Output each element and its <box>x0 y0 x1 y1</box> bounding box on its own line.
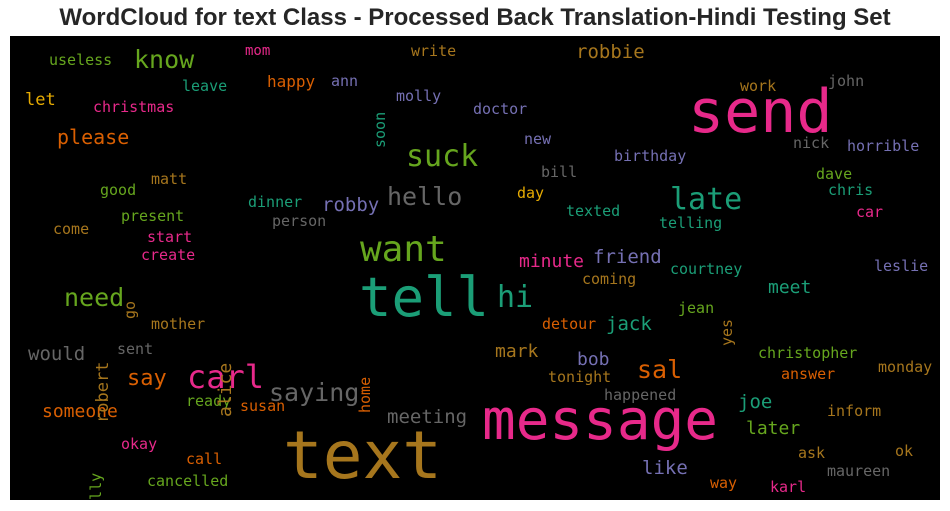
word-meet: meet <box>768 277 812 298</box>
word-answer: answer <box>781 365 836 383</box>
word-later: later <box>746 418 801 439</box>
word-useless: useless <box>49 51 113 69</box>
word-mother: mother <box>151 315 206 333</box>
word-like: like <box>642 457 688 479</box>
word-mark: mark <box>495 341 539 362</box>
wordcloud-canvas: send message text tell want late suck hello hi ca… <box>10 36 940 500</box>
word-say: say <box>127 366 167 391</box>
word-suck: suck <box>406 139 479 174</box>
word-write: write <box>411 42 457 60</box>
word-okay: okay <box>121 435 158 453</box>
word-happened: happened <box>604 386 677 404</box>
word-hello: hello <box>387 182 463 211</box>
word-texted: texted <box>566 202 621 220</box>
word-ready: ready <box>186 392 232 410</box>
word-go: go <box>121 301 139 320</box>
word-robert: robert <box>93 362 113 424</box>
word-joe: joe <box>738 391 773 413</box>
word-day: day <box>517 184 545 202</box>
word-dinner: dinner <box>248 193 303 211</box>
word-billy: billy <box>87 473 105 500</box>
word-meeting: meeting <box>387 406 468 428</box>
word-minute: minute <box>519 251 585 272</box>
word-nick: nick <box>793 134 830 152</box>
word-cancelled: cancelled <box>147 472 229 490</box>
word-soon: soon <box>371 112 389 149</box>
word-detour: detour <box>542 315 597 333</box>
word-ask: ask <box>798 444 826 462</box>
word-susan: susan <box>240 397 286 415</box>
word-ok: ok <box>895 442 914 460</box>
word-maureen: maureen <box>827 462 891 480</box>
word-dave: dave <box>816 165 853 183</box>
word-coming: coming <box>582 270 637 288</box>
word-home: home <box>356 377 374 414</box>
word-person: person <box>272 212 327 230</box>
word-come: come <box>53 220 90 238</box>
word-christmas: christmas <box>93 98 175 116</box>
word-sent: sent <box>117 340 154 358</box>
word-someone: someone <box>42 401 118 422</box>
word-call: call <box>186 450 223 468</box>
word-carl: carl <box>187 358 265 396</box>
word-bob: bob <box>577 349 610 370</box>
word-need: need <box>64 283 125 312</box>
word-alice: alice <box>215 363 236 418</box>
word-birthday: birthday <box>614 147 687 165</box>
word-please: please <box>57 125 130 149</box>
word-inform: inform <box>827 402 882 420</box>
word-would: would <box>28 343 86 365</box>
word-tell: tell <box>359 266 490 329</box>
word-yes: yes <box>718 319 736 347</box>
word-robby: robby <box>322 194 380 216</box>
word-know: know <box>134 45 195 74</box>
word-late: late <box>670 182 743 217</box>
word-telling: telling <box>659 214 723 232</box>
word-chris: chris <box>828 181 874 199</box>
word-let: let <box>25 90 56 110</box>
word-new: new <box>524 130 552 148</box>
word-horrible: horrible <box>847 137 920 155</box>
word-jack: jack <box>606 313 652 335</box>
word-car: car <box>856 203 884 221</box>
word-text: text <box>283 417 442 494</box>
word-matt: matt <box>151 170 188 188</box>
word-mom: mom <box>245 43 271 59</box>
chart-title: WordCloud for text Class - Processed Bac… <box>59 4 891 31</box>
word-happy: happy <box>267 72 316 91</box>
word-christopher: christopher <box>758 344 858 362</box>
word-friend: friend <box>593 246 662 268</box>
word-sal: sal <box>637 355 683 384</box>
word-send: send <box>688 77 833 147</box>
word-molly: molly <box>396 87 442 105</box>
word-ann: ann <box>331 72 359 90</box>
word-jean: jean <box>678 299 715 317</box>
word-john: john <box>828 72 865 90</box>
word-start: start <box>147 228 193 246</box>
word-karl: karl <box>770 478 807 496</box>
word-leave: leave <box>182 77 228 95</box>
word-want: want <box>360 229 447 270</box>
word-create: create <box>141 246 196 264</box>
word-work: work <box>740 77 777 95</box>
word-good: good <box>100 181 137 199</box>
word-leslie: leslie <box>874 257 929 275</box>
word-robbie: robbie <box>576 41 645 63</box>
word-tonight: tonight <box>548 368 612 386</box>
word-message: message <box>482 388 719 453</box>
word-bill: bill <box>541 163 578 181</box>
word-monday: monday <box>878 358 933 376</box>
word-hi: hi <box>497 280 534 315</box>
word-saying: saying <box>269 378 360 407</box>
word-courtney: courtney <box>670 260 743 278</box>
word-way: way <box>710 474 738 492</box>
word-present: present <box>121 207 185 225</box>
word-doctor: doctor <box>473 100 528 118</box>
